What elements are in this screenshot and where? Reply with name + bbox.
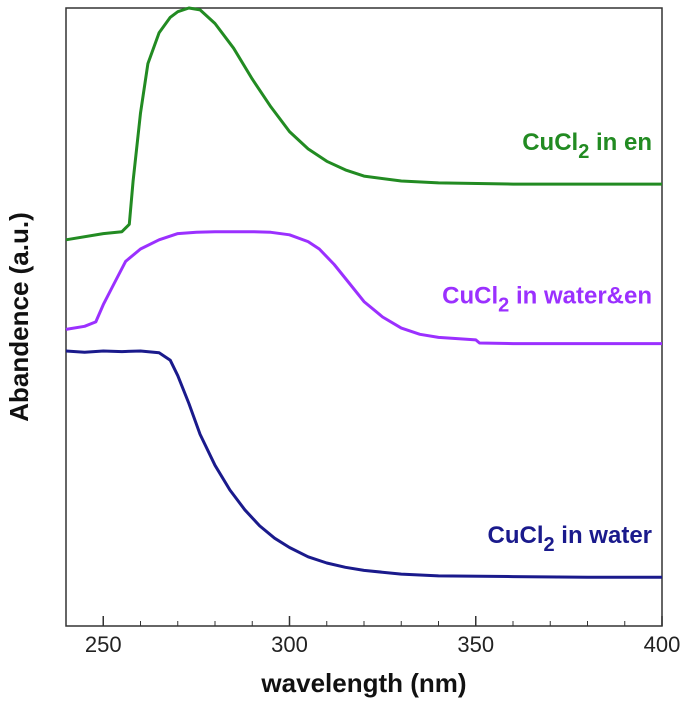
series-label-1: CuCl2 in en xyxy=(522,129,652,163)
series-label-3: CuCl2 in water xyxy=(488,522,652,556)
x-tick-label: 350 xyxy=(457,632,494,657)
series-line-2 xyxy=(65,230,662,346)
x-tick-label: 250 xyxy=(85,632,122,657)
series-label-2: CuCl2 in water&en xyxy=(442,283,652,317)
series-lines xyxy=(65,6,662,579)
series-line-1 xyxy=(65,6,662,242)
x-axis-ticks: 250 300 350 400 xyxy=(65,616,681,657)
x-tick-label: 300 xyxy=(271,632,308,657)
y-axis-title: Abandence (a.u.) xyxy=(4,212,34,421)
x-axis-title: wavelength (nm) xyxy=(260,668,466,698)
series-line-3 xyxy=(65,349,662,579)
x-tick-label: 400 xyxy=(644,632,681,657)
series-labels: CuCl2 in en CuCl2 in water&en CuCl2 in wat… xyxy=(442,129,652,556)
